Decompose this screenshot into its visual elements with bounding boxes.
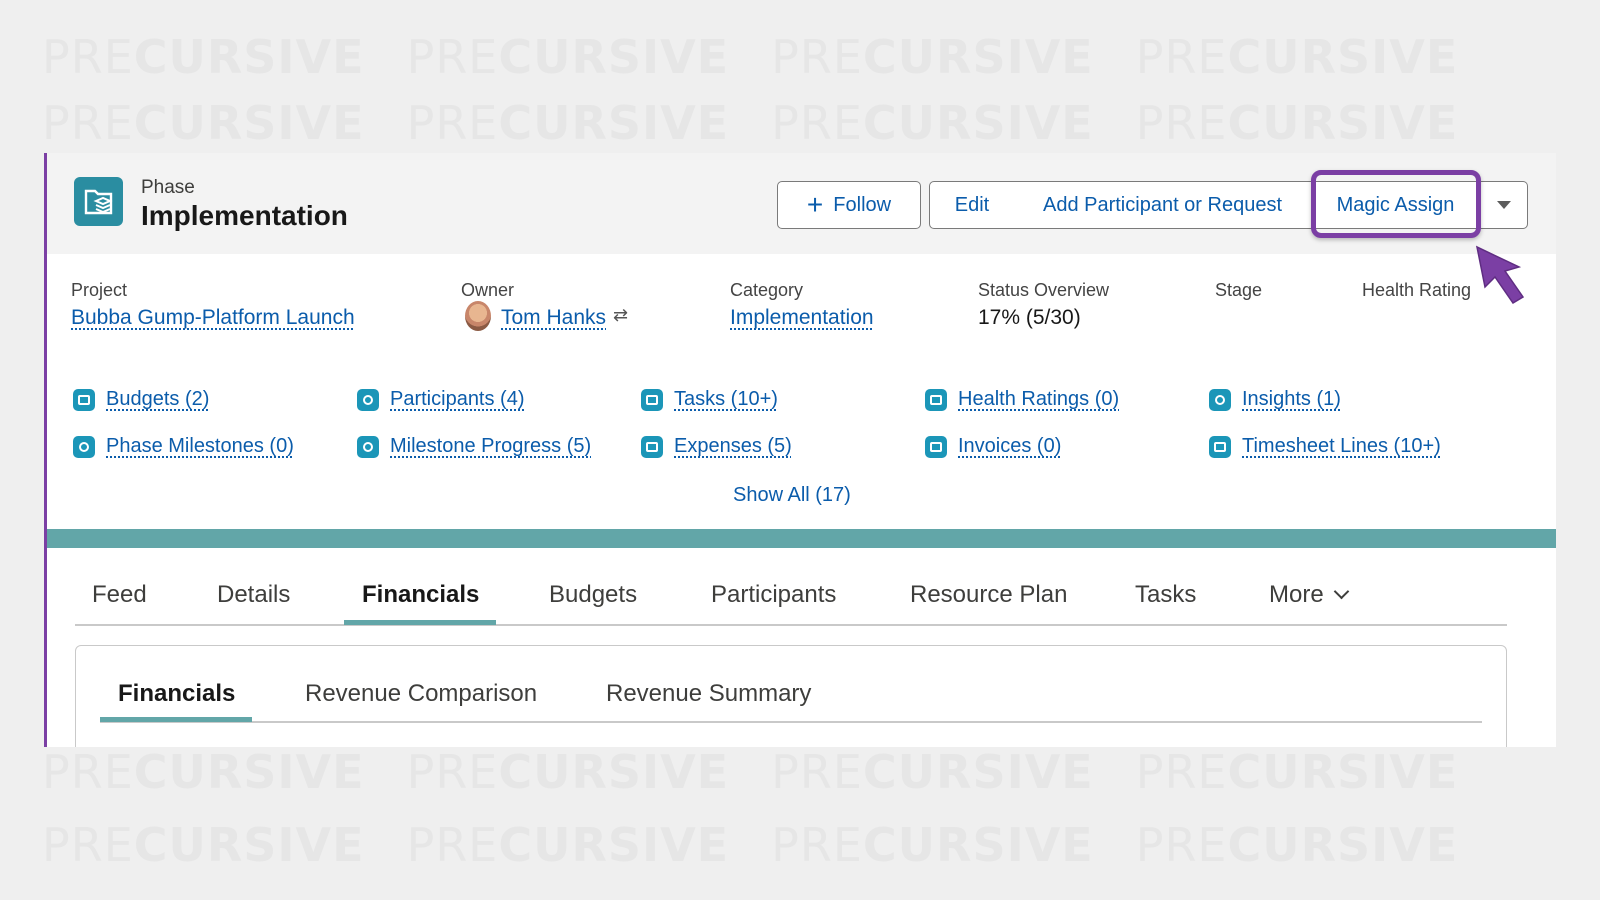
budget-icon (73, 388, 95, 411)
tab-financials[interactable]: Financials (362, 581, 480, 608)
status-overview-value: 17% (5/30) (978, 306, 1081, 329)
related-link-label: Timesheet Lines (10+) (1242, 435, 1441, 457)
timesheet-icon (1209, 435, 1231, 458)
subtab-revenue-summary[interactable]: Revenue Summary (606, 680, 812, 707)
related-link-label: Budgets (2) (106, 388, 210, 410)
tab-tasks[interactable]: Tasks (1135, 581, 1197, 608)
field-label-stage: Stage (1215, 280, 1263, 300)
active-tab-indicator (344, 620, 496, 625)
related-link-health-ratings[interactable]: Health Ratings (0) (925, 388, 1119, 411)
related-link-label: Health Ratings (0) (958, 388, 1120, 410)
chevron-down-icon (1333, 583, 1349, 600)
subtab-underline (100, 721, 1482, 723)
related-link-invoices[interactable]: Invoices (0) (925, 435, 1061, 458)
related-link-participants[interactable]: Participants (4) (357, 388, 525, 411)
caret-down-icon (1496, 201, 1511, 209)
related-link-label: Insights (1) (1242, 388, 1341, 410)
field-label-status-overview: Status Overview (978, 280, 1110, 300)
more-actions-button[interactable] (1480, 181, 1528, 229)
related-link-label: Milestone Progress (5) (390, 435, 592, 457)
related-link-timesheet-lines[interactable]: Timesheet Lines (10+) (1209, 435, 1441, 458)
related-link-label: Participants (4) (390, 388, 525, 410)
show-all-link[interactable]: Show All (17) (733, 484, 851, 506)
watermark-row: PRECURSIVE PRECURSIVE PRECURSIVE PRECURSIVE (42, 818, 1459, 872)
related-link-milestone-progress[interactable]: Milestone Progress (5) (357, 435, 591, 458)
owner-avatar (465, 301, 491, 331)
field-label-category: Category (730, 280, 804, 300)
edit-button[interactable]: Edit (929, 181, 1015, 229)
phase-folder-icon (74, 177, 123, 226)
magic-assign-highlight (1311, 170, 1481, 238)
tab-participants[interactable]: Participants (711, 581, 837, 608)
follow-label: Follow (833, 193, 892, 216)
tab-more[interactable]: More (1269, 581, 1349, 609)
field-label-owner: Owner (461, 280, 515, 300)
subtab-revenue-comparison[interactable]: Revenue Comparison (305, 680, 538, 707)
category-link[interactable]: Implementation (730, 306, 874, 329)
related-link-label: Phase Milestones (0) (106, 435, 294, 457)
active-subtab-indicator (100, 717, 252, 722)
record-title: Implementation (141, 200, 348, 231)
tab-budgets[interactable]: Budgets (549, 581, 638, 608)
related-link-phase-milestones[interactable]: Phase Milestones (0) (73, 435, 294, 458)
tab-bar-underline (75, 624, 1507, 626)
task-icon (641, 388, 663, 411)
related-link-tasks[interactable]: Tasks (10+) (641, 388, 778, 411)
financials-subpanel: Financials Revenue Comparison Revenue Su… (75, 645, 1507, 747)
expense-icon (641, 435, 663, 458)
add-participant-button[interactable]: Add Participant or Request (1014, 181, 1312, 229)
related-link-expenses[interactable]: Expenses (5) (641, 435, 792, 458)
milestone-progress-icon (357, 435, 379, 458)
related-link-label: Tasks (10+) (674, 388, 778, 410)
owner-link[interactable]: Tom Hanks (501, 306, 607, 329)
plus-icon: + (806, 189, 824, 220)
participant-icon (357, 388, 379, 411)
record-type-label: Phase (141, 177, 195, 198)
magic-assign-button[interactable]: Magic Assign (1311, 181, 1481, 229)
watermark-row: PRECURSIVE PRECURSIVE PRECURSIVE PRECURSIVE (42, 745, 1459, 799)
milestone-icon (73, 435, 95, 458)
record-header: Phase Implementation + Follow Edit Add P… (47, 153, 1556, 254)
tab-details[interactable]: Details (217, 581, 291, 608)
section-divider-band (47, 529, 1556, 548)
pointer-arrow-icon (1475, 245, 1525, 305)
watermark-row: PRECURSIVE PRECURSIVE PRECURSIVE PRECURSIVE (42, 30, 1459, 84)
invoice-icon (925, 435, 947, 458)
project-link[interactable]: Bubba Gump-Platform Launch (71, 306, 355, 329)
field-label-project: Project (71, 280, 128, 300)
record-card: Phase Implementation + Follow Edit Add P… (44, 153, 1556, 747)
health-rating-icon (925, 388, 947, 411)
field-label-health-rating: Health Rating (1362, 280, 1472, 300)
tab-feed[interactable]: Feed (92, 581, 147, 608)
tab-more-label: More (1269, 581, 1324, 608)
watermark-row: PRECURSIVE PRECURSIVE PRECURSIVE PRECURSIVE (42, 96, 1459, 150)
related-link-budgets[interactable]: Budgets (2) (73, 388, 209, 411)
insight-icon (1209, 388, 1231, 411)
tab-resource-plan[interactable]: Resource Plan (910, 581, 1068, 608)
follow-button[interactable]: + Follow (777, 181, 921, 229)
subtab-financials[interactable]: Financials (118, 680, 236, 707)
related-link-label: Expenses (5) (674, 435, 792, 457)
related-link-label: Invoices (0) (958, 435, 1062, 457)
record-tabs: Feed Details Financials Budgets Particip… (47, 548, 1556, 747)
related-link-insights[interactable]: Insights (1) (1209, 388, 1341, 411)
change-owner-icon[interactable]: ⇄ (613, 305, 629, 325)
